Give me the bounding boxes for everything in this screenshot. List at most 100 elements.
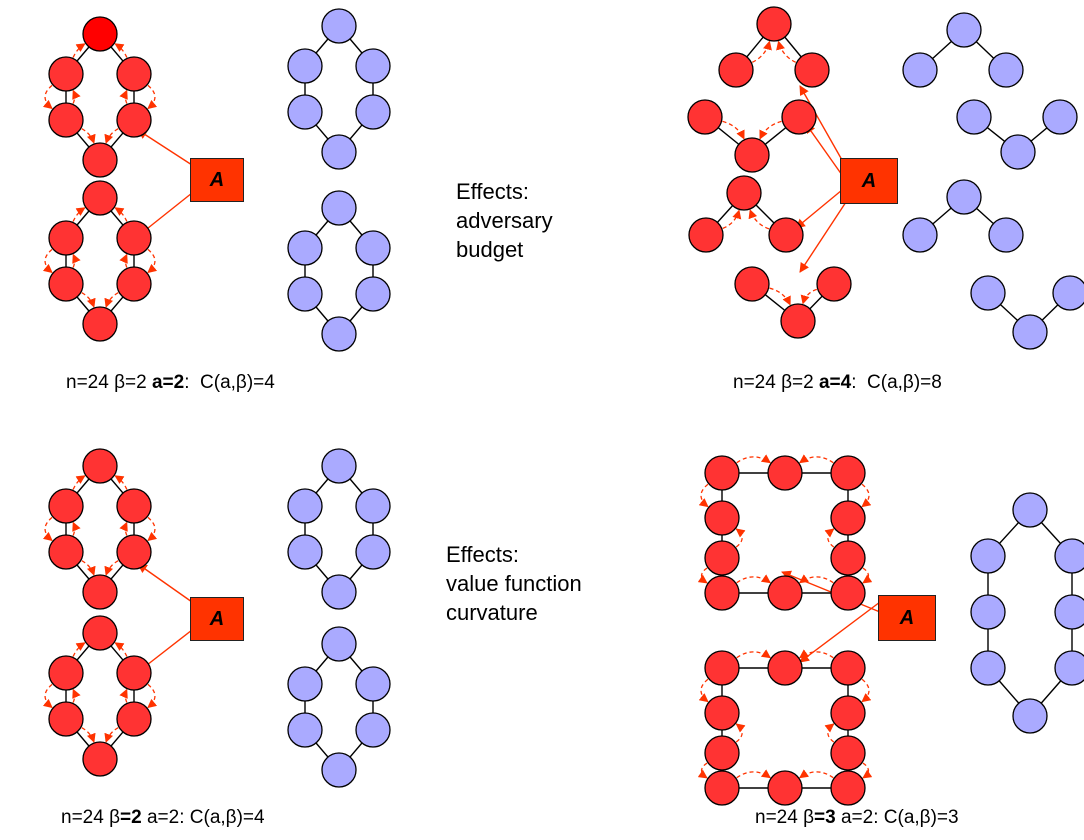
attacked-node	[82, 180, 118, 216]
defender-node	[355, 48, 391, 84]
defender-node	[287, 488, 323, 524]
adversary-label: A	[209, 168, 225, 191]
defender-node	[287, 666, 323, 702]
attacked-node	[704, 500, 740, 536]
influence-arrow	[697, 762, 708, 779]
defender-node	[988, 217, 1024, 253]
attacked-node	[116, 266, 152, 302]
attack-arrow	[137, 563, 193, 603]
caption-beta: β=2	[114, 372, 147, 393]
influence-arrow	[81, 727, 96, 743]
influence-arrow	[42, 683, 53, 709]
effects-value-function-curvature: Effects: value function curvature	[446, 540, 582, 627]
attacked-node	[704, 540, 740, 576]
defender-node	[321, 448, 357, 484]
influence-arrow	[81, 128, 96, 144]
defender-node	[355, 712, 391, 748]
caption-a: a=2	[840, 807, 874, 828]
defender-node	[355, 276, 391, 312]
defender-node	[1054, 594, 1084, 630]
influence-arrow	[799, 769, 834, 779]
defender-node	[287, 276, 323, 312]
attacked-node	[718, 52, 754, 88]
influence-arrow	[698, 483, 709, 508]
caption-top-right: n=24 β=2 a=4: C(a,β)=8	[733, 372, 942, 394]
adversary-label: A	[209, 607, 225, 630]
attacked-node	[116, 488, 152, 524]
influence-arrow	[736, 454, 771, 464]
defender-node	[321, 626, 357, 662]
attack-arrow	[805, 123, 843, 176]
attacked-node	[830, 500, 866, 536]
attacked-node	[116, 701, 152, 737]
effects-line: curvature	[446, 600, 538, 625]
attacked-node	[116, 220, 152, 256]
defender-node	[287, 48, 323, 84]
defender-node	[1042, 99, 1078, 135]
defender-node	[970, 538, 1006, 574]
defender-node	[287, 230, 323, 266]
attacked-node	[48, 701, 84, 737]
adversary-label: A	[861, 169, 877, 192]
attacked-node	[116, 655, 152, 691]
attack-arrow	[799, 85, 843, 161]
caption-beta: β	[803, 807, 815, 828]
attacked-node	[781, 99, 817, 135]
defender-node	[287, 534, 323, 570]
influence-arrow	[769, 287, 791, 306]
influence-arrow	[72, 688, 81, 703]
attacked-node	[48, 488, 84, 524]
influence-arrow	[104, 560, 119, 576]
influence-arrow	[114, 475, 128, 490]
defender-node	[287, 94, 323, 130]
defender-node	[946, 179, 982, 215]
attacked-node	[734, 137, 770, 173]
attacked-node	[82, 142, 118, 178]
influence-arrow	[119, 253, 128, 268]
influence-arrow	[72, 89, 81, 104]
adversary-box-1: A	[190, 158, 244, 202]
defender-node	[902, 52, 938, 88]
effects-line: Effects:	[456, 179, 529, 204]
caption-beta-value: =3	[814, 807, 836, 828]
attacked-node	[767, 455, 803, 491]
attacked-node	[704, 735, 740, 771]
defender-node	[1052, 275, 1084, 311]
attacked-node	[704, 650, 740, 686]
attacked-node	[688, 217, 724, 253]
effects-line: Effects:	[446, 542, 519, 567]
defender-node	[970, 275, 1006, 311]
defender-node	[355, 534, 391, 570]
attacked-node	[830, 770, 866, 806]
influence-arrow	[72, 253, 81, 268]
influence-arrow	[147, 84, 158, 110]
attacked-node	[687, 99, 723, 135]
defender-node	[902, 217, 938, 253]
attacked-node	[116, 534, 152, 570]
influence-arrow	[736, 769, 771, 779]
attacked-node	[794, 52, 830, 88]
defender-node	[321, 190, 357, 226]
influence-arrow	[748, 209, 770, 230]
influence-arrow	[824, 528, 835, 548]
caption-value: C(a,β)=4	[189, 807, 265, 828]
attack-arrow	[799, 601, 881, 663]
attacked-node	[830, 540, 866, 576]
caption-beta: β=2	[781, 372, 814, 393]
attacked-node	[704, 695, 740, 731]
defender-node	[1012, 698, 1048, 734]
defender-node	[956, 99, 992, 135]
attacked-node	[726, 175, 762, 211]
defender-node	[355, 488, 391, 524]
defender-node	[321, 574, 357, 610]
attacked-node	[116, 56, 152, 92]
defender-node	[355, 230, 391, 266]
influence-arrow	[147, 248, 158, 274]
influence-arrow	[42, 248, 53, 274]
attacked-node	[734, 266, 770, 302]
attacked-node	[767, 650, 803, 686]
influence-arrow	[697, 567, 708, 584]
effects-line: budget	[456, 237, 524, 262]
influence-arrow	[861, 678, 872, 703]
